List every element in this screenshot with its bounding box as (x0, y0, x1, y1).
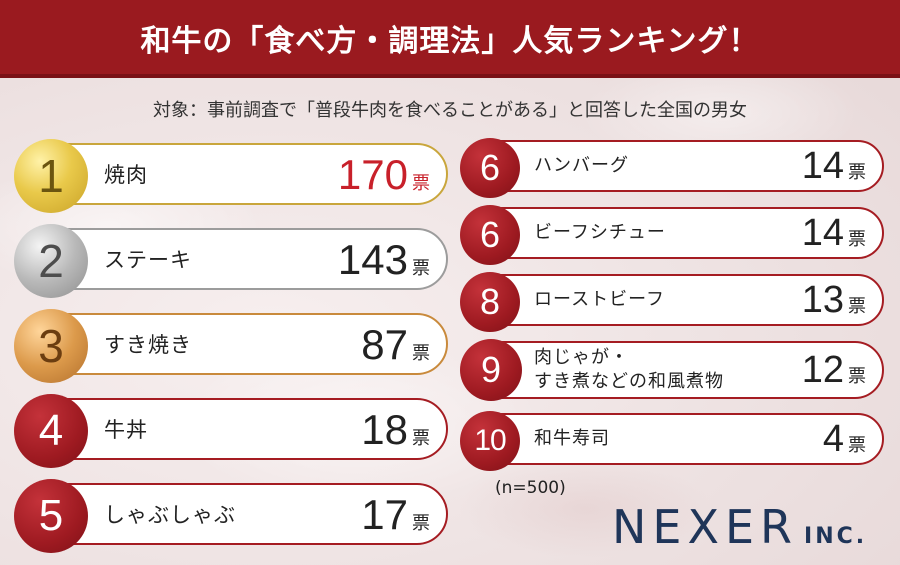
ranking-item-6a: 6 ハンバーグ 14 票 (460, 138, 884, 198)
vote-number: 87 (361, 321, 408, 368)
ranking-item-6b: 6 ビーフシチュー 14 票 (460, 205, 884, 265)
rank-badge-1: 1 (14, 139, 88, 213)
sample-size: (n=500) (495, 478, 566, 498)
vote-count: 17 票 (361, 487, 430, 543)
rank-badge-2: 2 (14, 224, 88, 298)
item-name: 和牛寿司 (534, 428, 610, 449)
rank-badge-5: 5 (14, 479, 88, 553)
ranking-item-3: 3 すき焼き 87 票 (14, 309, 448, 383)
vote-count: 12 票 (802, 343, 866, 397)
vote-count: 170 票 (338, 147, 430, 203)
item-name: しゃぶしゃぶ (104, 503, 236, 527)
item-name-line1: 肉じゃが・ (534, 347, 629, 368)
vote-unit: 票 (412, 173, 430, 194)
ranking-item-2: 2 ステーキ 143 票 (14, 224, 448, 298)
item-name-line2: すき煮などの和風煮物 (534, 371, 724, 392)
vote-number: 4 (822, 418, 844, 460)
logo-sub-text: INC. (804, 524, 868, 549)
item-name: 焼肉 (104, 163, 148, 187)
ranking-item-4: 4 牛丼 18 票 (14, 394, 448, 468)
rank-badge-8: 8 (460, 272, 520, 332)
vote-count: 87 票 (361, 317, 430, 373)
rank-badge-10: 10 (460, 411, 520, 471)
vote-unit: 票 (412, 258, 430, 279)
rank-badge-9: 9 (460, 339, 522, 401)
ranking-item-9: 9 肉じゃが・ すき煮などの和風煮物 12 票 (460, 339, 884, 401)
logo-main-text: NEXER (612, 500, 799, 554)
survey-subtitle: 対象：事前調査で「普段牛肉を食べることがある」と回答した全国の男女 (153, 100, 747, 121)
rank-badge-6: 6 (460, 138, 520, 198)
vote-unit: 票 (848, 435, 866, 456)
vote-count: 4 票 (823, 415, 866, 463)
vote-number: 14 (801, 145, 844, 187)
item-name: ステーキ (104, 248, 192, 272)
page-title: 和牛の「食べ方・調理法」人気ランキング！ (140, 24, 760, 59)
vote-count: 18 票 (361, 402, 430, 458)
vote-number: 17 (361, 491, 408, 538)
vote-number: 170 (337, 151, 408, 198)
rank-badge-4: 4 (14, 394, 88, 468)
vote-number: 12 (801, 349, 844, 391)
vote-unit: 票 (412, 428, 430, 449)
item-name: ビーフシチュー (534, 222, 666, 243)
rank-badge-6: 6 (460, 205, 520, 265)
ranking-item-10: 10 和牛寿司 4 票 (460, 411, 884, 471)
item-name: すき焼き (104, 333, 192, 357)
vote-number: 18 (361, 406, 408, 453)
ranking-item-8: 8 ローストビーフ 13 票 (460, 272, 884, 332)
vote-number: 143 (337, 236, 408, 283)
vote-unit: 票 (412, 343, 430, 364)
item-name: ローストビーフ (534, 289, 666, 310)
vote-count: 143 票 (338, 232, 430, 288)
vote-unit: 票 (848, 229, 866, 250)
vote-unit: 票 (848, 296, 866, 317)
vote-unit: 票 (848, 366, 866, 387)
nexer-logo: NEXER INC. (612, 500, 867, 554)
rank-badge-3: 3 (14, 309, 88, 383)
vote-count: 14 票 (802, 209, 866, 257)
vote-unit: 票 (412, 513, 430, 534)
vote-count: 14 票 (802, 142, 866, 190)
item-name: 牛丼 (104, 418, 148, 442)
title-banner: 和牛の「食べ方・調理法」人気ランキング！ (0, 0, 900, 78)
ranking-item-1: 1 焼肉 170 票 (14, 139, 448, 213)
vote-unit: 票 (848, 162, 866, 183)
vote-number: 14 (801, 212, 844, 254)
ranking-item-5: 5 しゃぶしゃぶ 17 票 (14, 479, 448, 553)
item-name: 肉じゃが・ すき煮などの和風煮物 (534, 343, 724, 397)
item-name: ハンバーグ (534, 155, 629, 176)
vote-count: 13 票 (802, 276, 866, 324)
vote-number: 13 (801, 279, 844, 321)
